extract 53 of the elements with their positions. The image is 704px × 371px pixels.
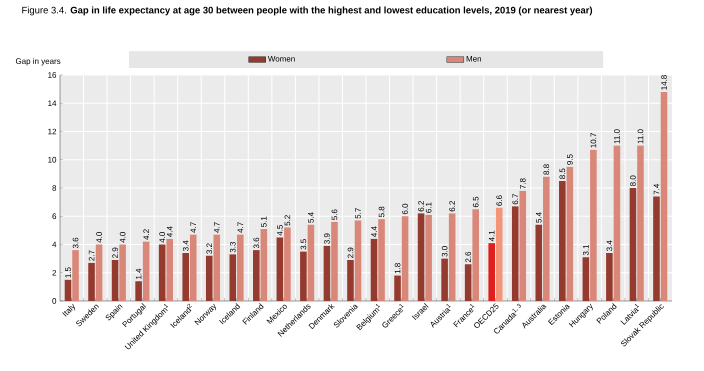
bar: [441, 258, 448, 301]
bar: [347, 260, 354, 301]
bar: [653, 196, 660, 301]
bar: [158, 244, 166, 301]
bar: [394, 276, 401, 301]
bar: [308, 224, 314, 301]
bar: [119, 244, 126, 301]
bar: [660, 92, 668, 301]
chart-title: Figure 3.4. Gap in life expectancy at age 30 between people with the highest and lowest education levels, 2019 (or nearest year): [22, 6, 592, 16]
bar: [630, 188, 636, 301]
bar: [519, 190, 526, 301]
bar: [614, 146, 620, 301]
bar: [96, 244, 102, 301]
bar: [253, 250, 260, 301]
bar: [370, 238, 378, 301]
bar: [229, 254, 236, 301]
bar: [331, 222, 338, 301]
bar: [112, 260, 118, 301]
bar: [472, 209, 479, 301]
bar: [464, 264, 472, 301]
bar: [166, 238, 173, 301]
bar: [590, 150, 597, 301]
bar: [402, 216, 408, 301]
bar: [206, 256, 213, 301]
bar: [543, 176, 550, 301]
bar: [535, 224, 542, 301]
bar: [354, 220, 362, 301]
bar: [582, 257, 590, 301]
bar: [378, 219, 385, 301]
bar: [418, 213, 424, 301]
bar: [213, 234, 220, 301]
bar: [142, 242, 150, 301]
bar: [260, 228, 268, 301]
bar: [88, 262, 95, 301]
bar: [190, 234, 197, 301]
bar: [425, 214, 432, 301]
bar: [512, 206, 519, 301]
bar: [488, 243, 495, 301]
bar: [72, 250, 79, 301]
bar: [566, 166, 574, 301]
bar: [300, 252, 307, 301]
bar: [284, 228, 291, 301]
bar: [324, 246, 330, 301]
bar: [559, 180, 566, 301]
bar: [276, 237, 284, 301]
bar: [64, 280, 72, 301]
bar: [237, 234, 244, 301]
bar: [606, 252, 613, 301]
bar: [496, 208, 503, 301]
bar: [135, 281, 142, 301]
bar: [448, 213, 456, 301]
bar: [637, 146, 644, 301]
bar: [182, 252, 189, 301]
